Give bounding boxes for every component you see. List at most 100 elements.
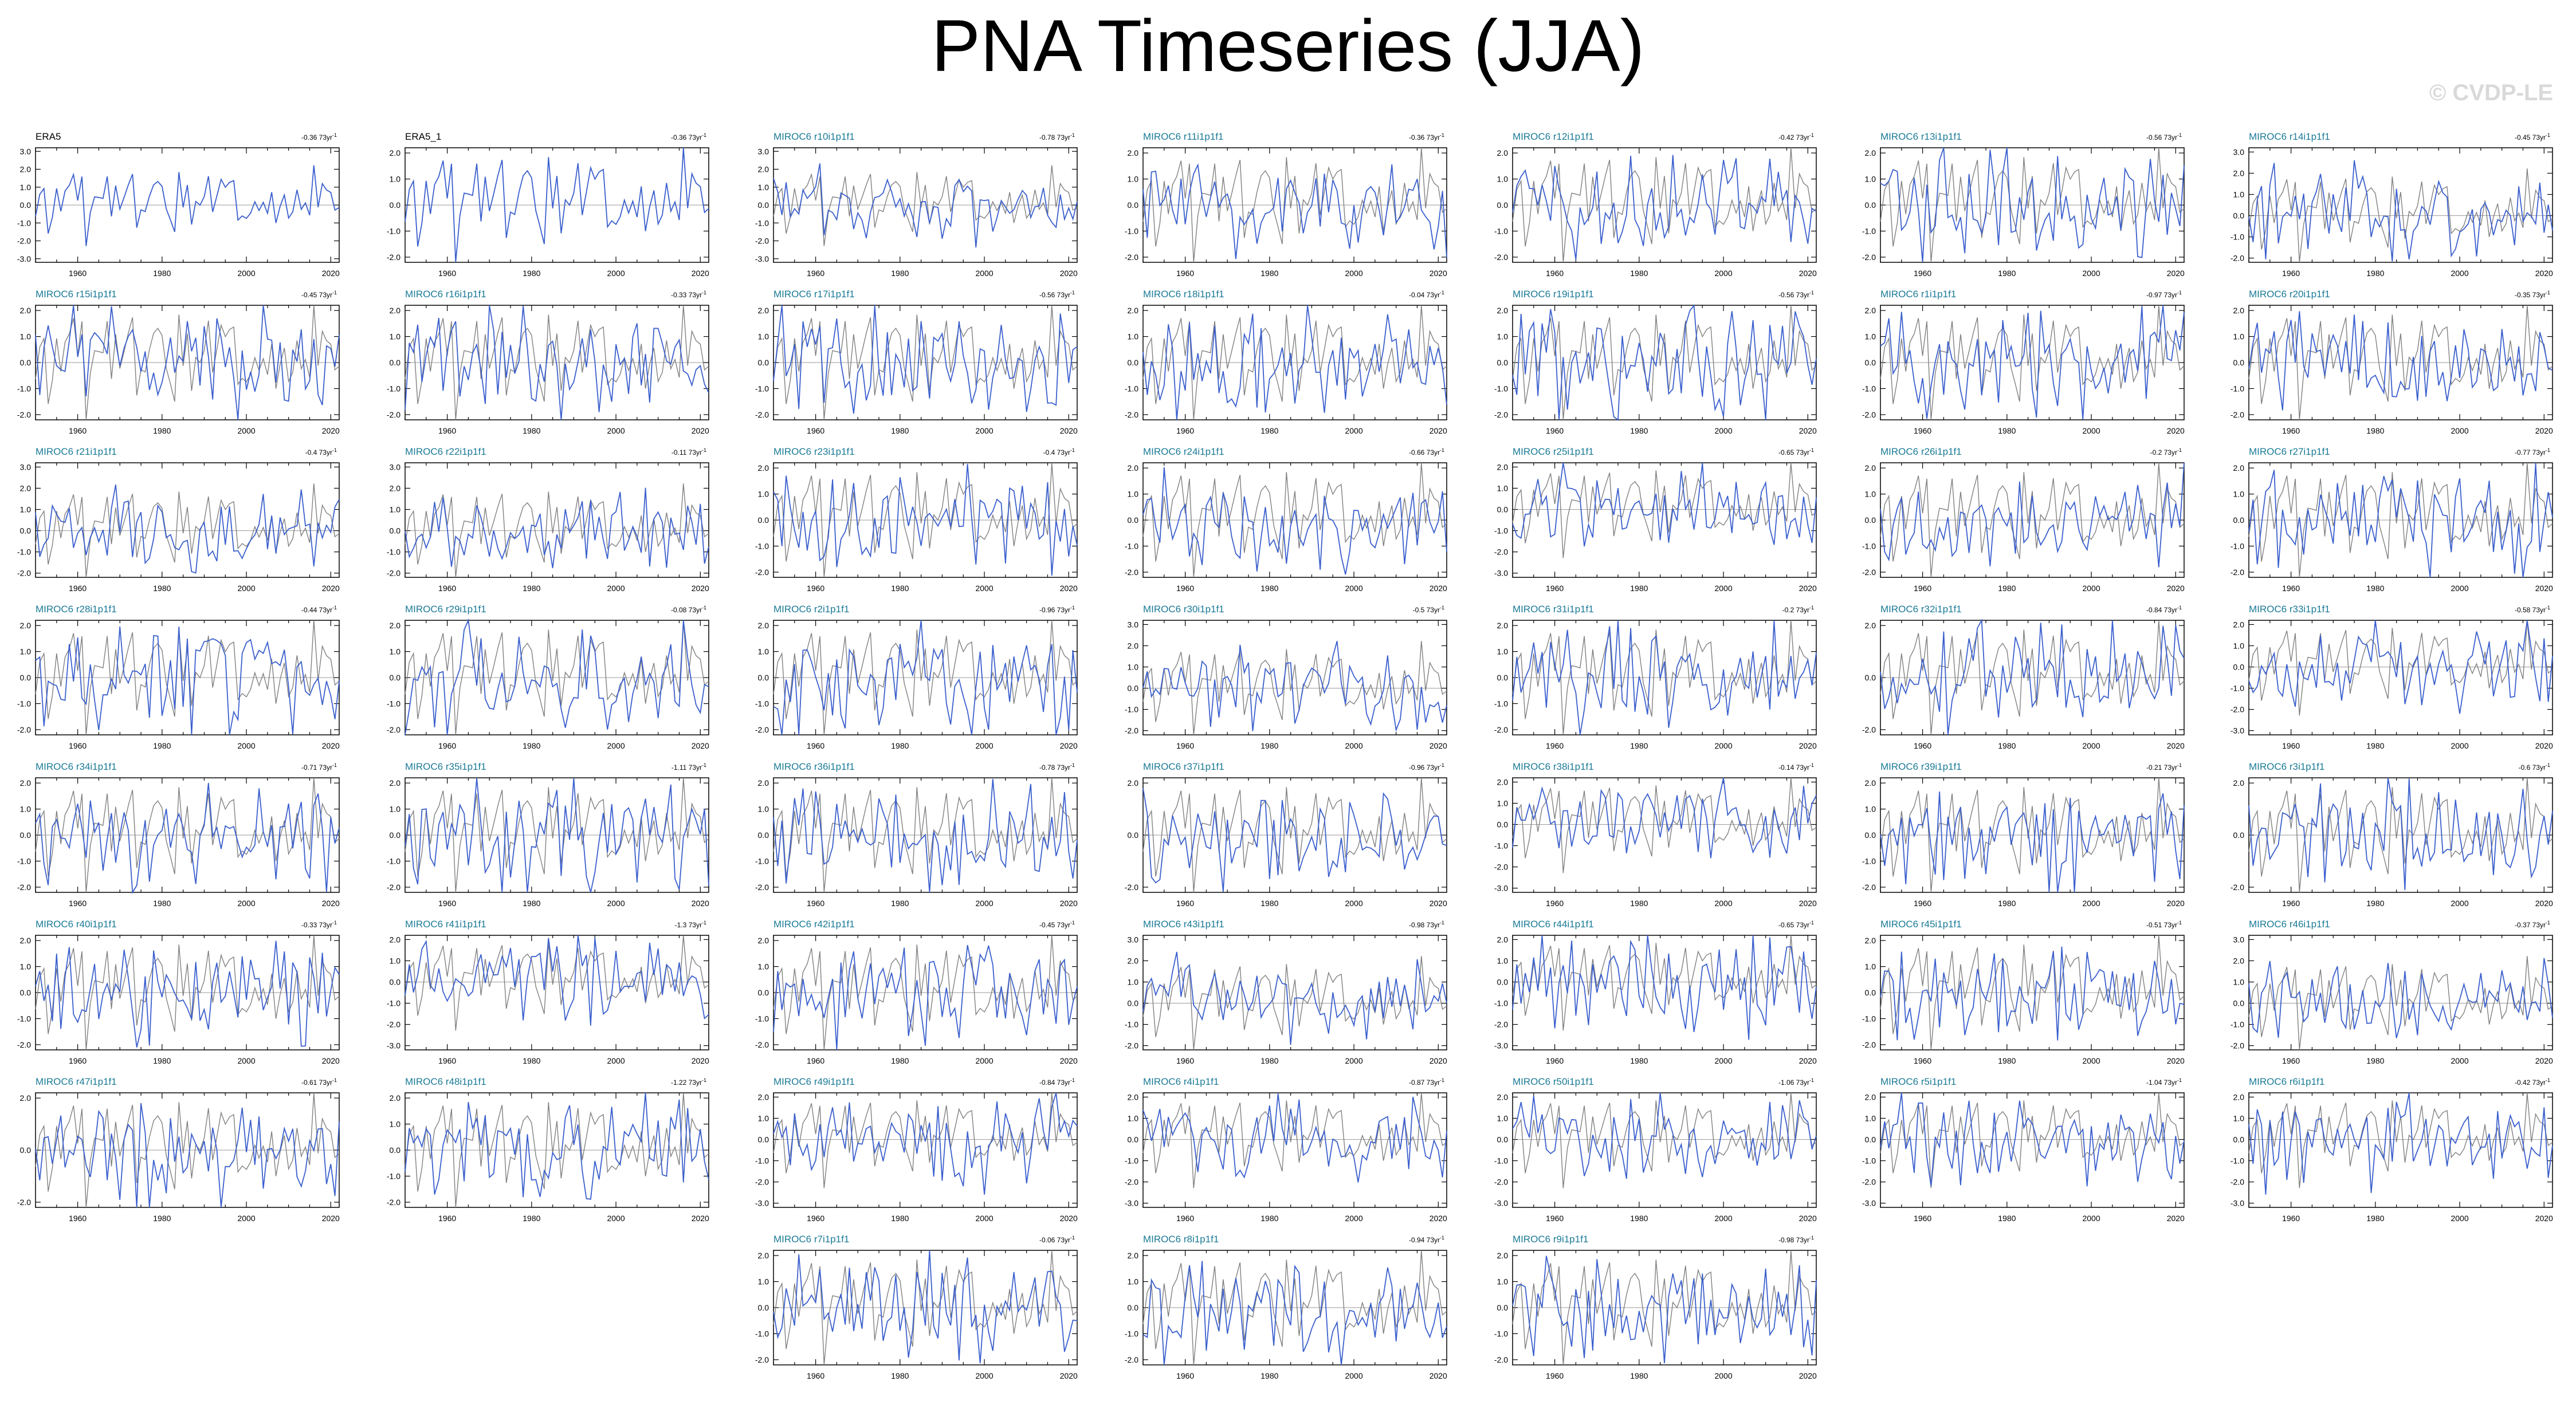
observed-series-line <box>405 483 709 578</box>
panel: MIROC6 r39i1p1f1 -0.21 73yr-1 2.0 1.0 0.0 -1.… <box>1862 761 2185 908</box>
y-tick-label: -2.0 <box>387 569 400 578</box>
y-tick-label: -1.0 <box>387 999 400 1008</box>
member-series-line <box>1512 620 1817 735</box>
y-tick-label: 3.0 <box>1128 620 1139 629</box>
trend-label: -0.56 73yr-1 <box>2146 132 2182 141</box>
y-tick-label: 1.0 <box>20 505 32 514</box>
panel: MIROC6 r42i1p1f1 -0.45 73yr-1 2.0 1.0 0.0 -1.… <box>755 919 1078 1065</box>
member-series-line <box>2248 958 2553 1038</box>
observed-series-line <box>1880 620 2185 735</box>
x-tick-label: 1980 <box>153 1056 171 1065</box>
trend-label: -0.56 73yr-1 <box>1778 290 1814 299</box>
y-tick-label: -1.0 <box>17 384 31 393</box>
x-tick-label: 1960 <box>1546 584 1564 593</box>
member-series-line <box>405 777 709 893</box>
panel: MIROC6 r50i1p1f1 -1.06 73yr-1 2.0 1.0 0.0 -1.… <box>1494 1076 1817 1223</box>
y-tick-label: -2.0 <box>755 237 769 246</box>
y-tick-label: 1.0 <box>390 805 401 814</box>
x-tick-label: 2000 <box>2451 1214 2468 1223</box>
x-tick-label: 1980 <box>1630 741 1648 750</box>
x-tick-label: 2000 <box>1714 426 1732 435</box>
plot-frame <box>773 1092 1078 1208</box>
x-tick-label: 2020 <box>692 1214 709 1223</box>
y-tick-label: 1.0 <box>2233 1113 2245 1123</box>
panel: MIROC6 r26i1p1f1 -0.2 73yr-1 2.0 1.0 0.0 -1.0… <box>1862 446 2185 593</box>
x-tick-label: 2020 <box>1799 426 1817 435</box>
x-tick-label: 1960 <box>1546 269 1564 278</box>
y-tick-label: 2.0 <box>758 936 769 945</box>
y-tick-label: -2.0 <box>1494 548 1508 557</box>
x-tick-label: 1980 <box>1630 899 1648 908</box>
x-tick-label: 2000 <box>607 899 625 908</box>
y-tick-label: -2.0 <box>1125 726 1138 735</box>
x-tick-label: 1960 <box>807 1214 824 1223</box>
x-tick-label: 2000 <box>1714 269 1732 278</box>
panel-title: MIROC6 r45i1p1f1 <box>1880 919 1962 930</box>
x-tick-label: 1980 <box>153 1214 171 1223</box>
member-series-line <box>773 1092 1078 1195</box>
x-tick-label: 1960 <box>1914 1214 1931 1223</box>
y-tick-label: 1.0 <box>758 962 769 971</box>
x-tick-label: 2020 <box>1060 741 1078 750</box>
observed-series-line <box>1880 1092 2185 1188</box>
x-tick-label: 2000 <box>1714 584 1732 593</box>
panel: MIROC6 r24i1p1f1 -0.66 73yr-1 2.0 1.0 0.0 -1.… <box>1125 446 1447 593</box>
y-tick-label: -2.0 <box>17 1040 31 1049</box>
y-tick-label: 0.0 <box>1128 200 1139 210</box>
x-tick-label: 2020 <box>1060 269 1078 278</box>
y-tick-label: 0.0 <box>758 358 769 367</box>
member-series-line <box>1512 935 1817 1040</box>
y-tick-label: -1.0 <box>1862 541 1876 550</box>
trend-label: -0.21 73yr-1 <box>2146 762 2182 772</box>
x-tick-label: 1980 <box>1630 1214 1648 1223</box>
panel-title: ERA5 <box>36 131 61 142</box>
plot-frame <box>1142 935 1447 1050</box>
y-tick-label: -1.0 <box>387 226 400 235</box>
panel-title: MIROC6 r36i1p1f1 <box>773 761 855 772</box>
y-tick-label: 0.0 <box>758 1135 769 1144</box>
y-tick-label: 0.0 <box>20 200 32 210</box>
x-tick-label: 1960 <box>1914 1056 1931 1065</box>
y-tick-label: 1.0 <box>390 1120 401 1129</box>
observed-series-line <box>2248 956 2553 1050</box>
x-tick-label: 1960 <box>1546 899 1564 908</box>
y-tick-label: 1.0 <box>1497 175 1509 184</box>
x-tick-label: 1960 <box>1914 426 1931 435</box>
x-tick-label: 1960 <box>2282 1214 2300 1223</box>
member-series-line <box>1142 640 1447 732</box>
y-tick-label: 2.0 <box>1128 306 1139 315</box>
observed-series-line <box>2248 168 2553 263</box>
y-tick-label: 0.0 <box>2233 211 2245 221</box>
y-tick-label: 1.0 <box>758 1113 769 1123</box>
member-series-line <box>1880 462 2185 568</box>
plot-frame <box>2248 935 2553 1050</box>
watermark: © CVDP-LE <box>2429 80 2553 105</box>
y-tick-label: 2.0 <box>758 463 769 473</box>
x-tick-label: 2020 <box>1430 584 1447 593</box>
y-tick-label: 1.0 <box>1865 175 1876 184</box>
x-tick-label: 2000 <box>1345 584 1362 593</box>
x-tick-label: 2000 <box>975 1056 993 1065</box>
x-tick-label: 1980 <box>523 584 540 593</box>
panel-title: MIROC6 r16i1p1f1 <box>405 289 486 300</box>
trend-label: -1.04 73yr-1 <box>2146 1077 2182 1087</box>
trend-label: -0.78 73yr-1 <box>1039 762 1075 772</box>
y-tick-label: -2.0 <box>17 237 31 246</box>
y-tick-label: 0.0 <box>2233 999 2245 1008</box>
panel: MIROC6 r9i1p1f1 -0.98 73yr-1 2.0 1.0 0.0 -1.0… <box>1494 1234 1817 1380</box>
x-tick-label: 2020 <box>1799 1371 1817 1380</box>
panel-title: MIROC6 r23i1p1f1 <box>773 446 855 457</box>
panel-title: MIROC6 r35i1p1f1 <box>405 761 486 772</box>
member-series-line <box>773 305 1078 414</box>
member-series-line <box>1880 791 2185 893</box>
x-tick-label: 2000 <box>2451 426 2468 435</box>
y-tick-label: 2.0 <box>1497 306 1509 315</box>
panel: MIROC6 r48i1p1f1 -1.22 73yr-1 2.0 1.0 0.0 -1.… <box>387 1076 709 1223</box>
panel-title: MIROC6 r32i1p1f1 <box>1880 604 1962 615</box>
y-tick-label: 2.0 <box>20 165 32 174</box>
y-tick-label: -1.0 <box>2231 384 2244 393</box>
x-tick-label: 1960 <box>438 741 456 750</box>
x-tick-label: 1980 <box>1630 1371 1648 1380</box>
y-tick-label: -2.0 <box>1862 253 1876 262</box>
x-tick-label: 2000 <box>2451 584 2468 593</box>
